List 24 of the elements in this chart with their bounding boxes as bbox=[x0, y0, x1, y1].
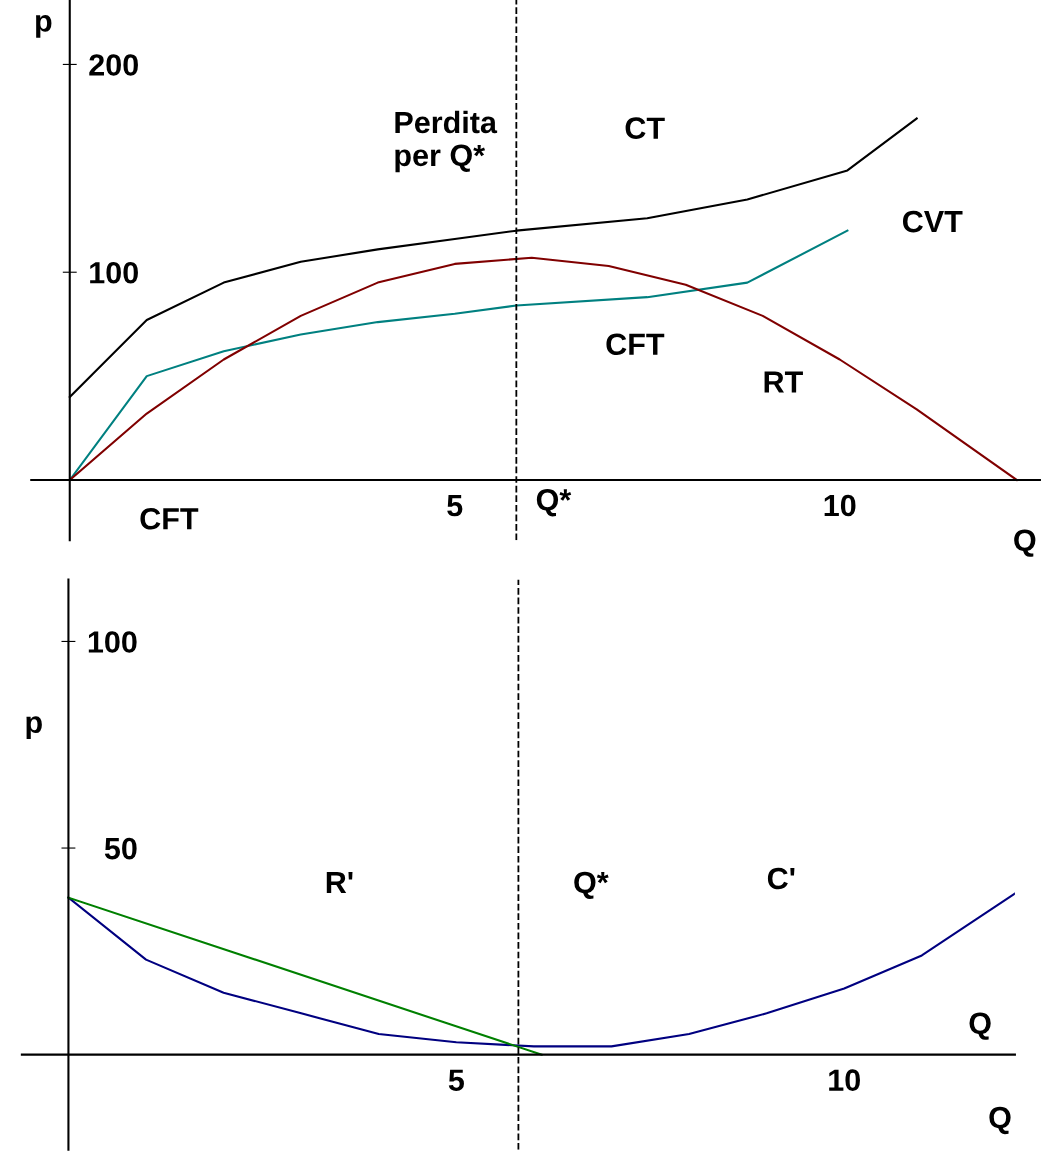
annotation: Q* bbox=[574, 871, 609, 900]
y-tick-label: 100 bbox=[88, 631, 137, 653]
annotation: CFT bbox=[606, 333, 665, 356]
line-series bbox=[68, 256, 1018, 482]
annotation: CT bbox=[625, 117, 665, 139]
annotation: CVT bbox=[902, 210, 963, 233]
annotation: R' bbox=[326, 871, 353, 894]
x-tick-label: 10 bbox=[824, 494, 856, 517]
annotation: Perdita per Q* bbox=[395, 110, 498, 173]
annotation: CFT bbox=[140, 507, 199, 530]
y-axis-title: p bbox=[26, 716, 42, 740]
y-tick-label: 50 bbox=[104, 837, 137, 860]
x-tick-label: 5 bbox=[447, 495, 463, 517]
x-tick-label: 10 bbox=[829, 1069, 860, 1091]
y-tick-label: 200 bbox=[89, 54, 138, 76]
ref-line-label: Q* bbox=[536, 489, 572, 517]
y-axis-title: p bbox=[36, 14, 52, 38]
x-tick-label: 5 bbox=[448, 1069, 464, 1091]
annotation: RT bbox=[764, 371, 803, 393]
annotation: C' bbox=[767, 867, 795, 890]
x-axis-title: Q bbox=[989, 1106, 1011, 1135]
y-tick-label: 100 bbox=[90, 261, 138, 284]
annotation: Q bbox=[969, 1012, 991, 1040]
x-axis-title: Q bbox=[1014, 529, 1036, 557]
